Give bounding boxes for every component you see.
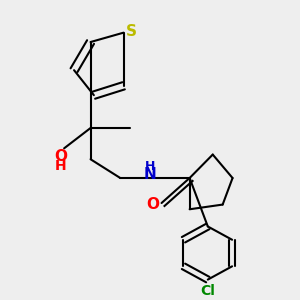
- Text: H: H: [55, 158, 67, 172]
- Text: S: S: [126, 24, 137, 39]
- Text: Cl: Cl: [200, 284, 215, 298]
- Text: N: N: [144, 167, 157, 182]
- Text: O: O: [54, 148, 67, 164]
- Text: H: H: [145, 160, 155, 172]
- Text: O: O: [146, 197, 159, 212]
